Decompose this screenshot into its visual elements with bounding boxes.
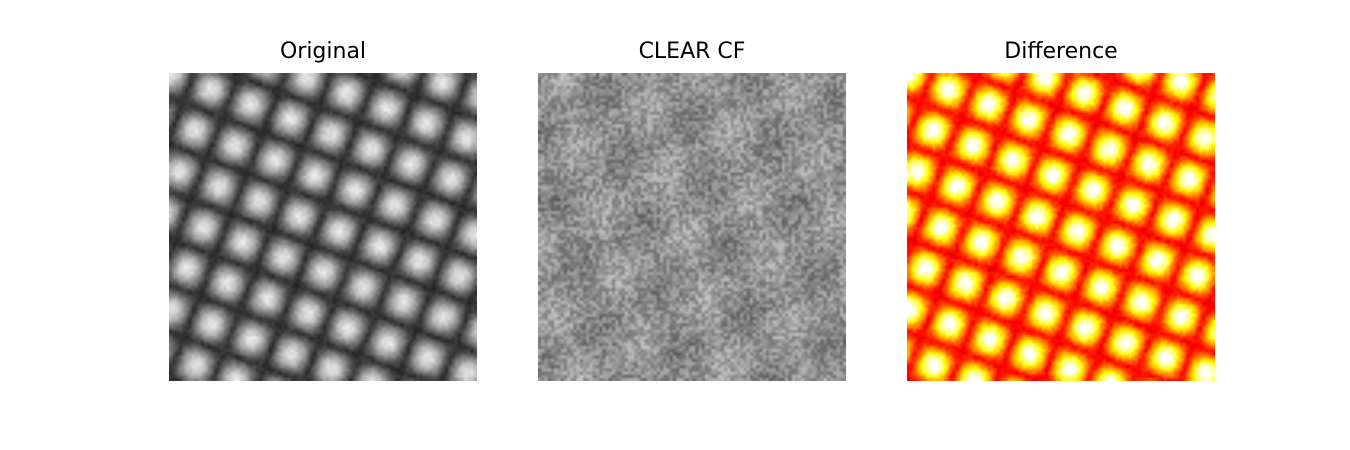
panel-clear-cf: CLEAR CF	[538, 36, 846, 382]
clear-cf-image	[538, 73, 846, 381]
difference-image	[907, 73, 1215, 381]
original-image	[169, 73, 477, 381]
panel-original: Original	[169, 36, 477, 382]
panel-title-original: Original	[279, 39, 367, 64]
panel-difference: Difference	[907, 36, 1215, 382]
panel-title-difference: Difference	[1004, 39, 1118, 64]
panel-title-clear-cf: CLEAR CF	[638, 39, 746, 64]
